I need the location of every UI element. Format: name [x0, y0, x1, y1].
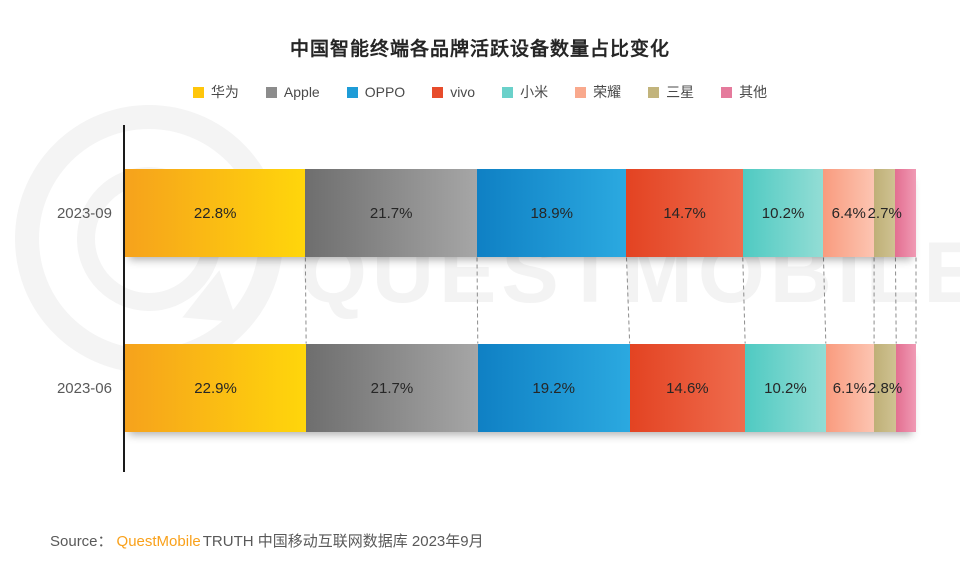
bar-segment-Apple-2023-06: 21.7%	[306, 344, 478, 432]
legend-label: 荣耀	[593, 84, 622, 100]
bar-segment-vivo-2023-09: 14.7%	[626, 169, 743, 257]
chart-title: 中国智能终端各品牌活跃设备数量占比变化	[289, 39, 670, 60]
legend-item-华为: 华为	[192, 82, 239, 102]
legend-swatch-icon	[502, 86, 514, 98]
source-rest: TRUTH 中国移动互联网数据库 2023年9月	[202, 533, 484, 550]
legend-label: OPPO	[364, 84, 406, 100]
segment-value-label: 10.2%	[761, 204, 805, 222]
legend-label: 华为	[210, 84, 239, 100]
segment-value-label: 14.6%	[666, 379, 709, 397]
segment-value-label: 2.8%	[868, 379, 903, 397]
source-line: Source： QuestMobile TRUTH 中国移动互联网数据库 2023年…	[50, 530, 484, 551]
y-axis-line	[123, 125, 125, 472]
bar-segment-vivo-2023-06: 14.6%	[629, 344, 746, 432]
connector-dashed-line	[822, 257, 827, 344]
legend-label: vivo	[450, 84, 476, 100]
legend-swatch-icon	[265, 86, 277, 98]
bar-segment-小米-2023-06: 10.2%	[745, 344, 826, 432]
legend-swatch-icon	[192, 86, 204, 98]
bar-segment-其他-2023-09	[895, 169, 916, 257]
legend-swatch-icon	[721, 86, 733, 98]
connector-dashed-line	[625, 257, 631, 344]
legend-swatch-icon	[346, 86, 358, 98]
legend-swatch-icon	[648, 86, 660, 98]
legend-swatch-icon	[575, 86, 587, 98]
segment-value-label: 22.8%	[193, 204, 237, 222]
legend-item-Apple: Apple	[265, 84, 320, 100]
bar-segment-三星-2023-09: 2.7%	[868, 169, 902, 257]
stacked-bar-2023-09: 22.8% 21.7% 18.9% 14.7% 10.2% 6.4% 2.7%	[125, 169, 916, 257]
questmobile-logo-watermark-tail	[182, 270, 256, 346]
legend: 华为 Apple OPPO vivo 小米 荣耀 三星 其他	[0, 82, 960, 102]
legend-item-其他: 其他	[721, 82, 767, 102]
segment-value-label: 6.1%	[832, 379, 867, 397]
segment-value-label: 6.4%	[831, 204, 866, 222]
bar-segment-OPPO-2023-09: 18.9%	[476, 169, 627, 257]
stacked-bar-2023-06: 22.9% 21.7% 19.2% 14.6% 10.2% 6.1% 2.8%	[125, 344, 916, 432]
legend-item-荣耀: 荣耀	[575, 82, 621, 102]
source-prefix: Source：	[50, 533, 113, 550]
legend-item-vivo: vivo	[432, 84, 475, 100]
legend-label: 其他	[739, 84, 768, 100]
connector-dashed-line	[476, 257, 479, 344]
segment-value-label: 22.9%	[194, 379, 237, 397]
segment-value-label: 21.7%	[369, 204, 413, 222]
bar-segment-OPPO-2023-06: 19.2%	[477, 344, 630, 432]
bar-segment-荣耀-2023-06: 6.1%	[825, 344, 875, 432]
bar-segment-三星-2023-06: 2.8%	[868, 344, 902, 432]
category-label-2023-09: 2023-09	[56, 204, 112, 222]
bar-segment-小米-2023-09: 10.2%	[742, 169, 824, 257]
category-label-2023-06: 2023-06	[56, 379, 112, 397]
legend-label: 小米	[520, 84, 549, 100]
legend-item-OPPO: OPPO	[346, 84, 406, 100]
legend-swatch-icon	[432, 86, 444, 98]
legend-item-小米: 小米	[502, 82, 548, 102]
bar-segment-荣耀-2023-09: 6.4%	[823, 169, 875, 257]
bar-segment-其他-2023-06	[896, 344, 916, 432]
legend-item-三星: 三星	[648, 82, 694, 102]
bar-segment-华为-2023-09: 22.8%	[125, 169, 306, 257]
legend-label: 三星	[666, 84, 695, 100]
connector-dashed-line	[742, 257, 746, 344]
bar-segment-华为-2023-06: 22.9%	[125, 344, 307, 432]
bar-segment-Apple-2023-09: 21.7%	[305, 169, 477, 257]
legend-label: Apple	[283, 84, 320, 100]
segment-value-label: 2.7%	[867, 204, 902, 222]
segment-value-label: 18.9%	[530, 204, 573, 222]
segment-value-label: 21.7%	[370, 379, 414, 397]
segment-value-label: 14.7%	[663, 204, 706, 222]
connector-dashed-line	[894, 257, 897, 344]
connector-dashed-line	[304, 257, 307, 344]
segment-value-label: 19.2%	[532, 379, 575, 397]
segment-value-label: 10.2%	[764, 379, 807, 397]
source-brand: QuestMobile	[116, 533, 201, 550]
